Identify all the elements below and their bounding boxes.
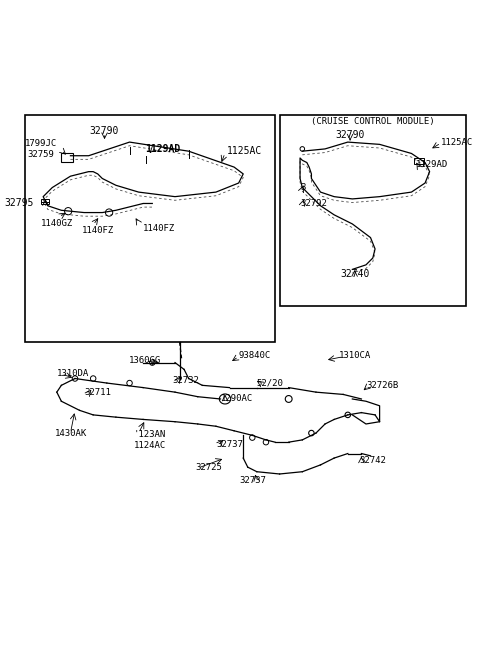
Circle shape bbox=[90, 376, 96, 381]
Text: 1140FZ: 1140FZ bbox=[143, 224, 175, 233]
Text: 1290AC: 1290AC bbox=[220, 394, 253, 403]
Bar bbox=[414, 158, 424, 164]
FancyBboxPatch shape bbox=[279, 115, 466, 306]
Circle shape bbox=[72, 376, 78, 381]
Text: 1129AD: 1129AD bbox=[416, 160, 448, 170]
Text: 1125AC: 1125AC bbox=[441, 137, 473, 147]
Circle shape bbox=[300, 147, 305, 151]
FancyBboxPatch shape bbox=[25, 115, 275, 342]
Text: 1129AD: 1129AD bbox=[145, 144, 180, 154]
Circle shape bbox=[150, 360, 155, 365]
Bar bbox=[41, 199, 49, 204]
Text: 3: 3 bbox=[300, 183, 305, 192]
Circle shape bbox=[64, 208, 72, 215]
Text: 1360GG: 1360GG bbox=[129, 356, 162, 365]
Text: 1799JC
32759: 1799JC 32759 bbox=[25, 139, 57, 158]
Text: 32737: 32737 bbox=[239, 476, 266, 486]
Circle shape bbox=[106, 209, 113, 216]
Text: 1310DA: 1310DA bbox=[57, 369, 89, 378]
Text: 32740: 32740 bbox=[340, 269, 369, 279]
Text: 32732: 32732 bbox=[173, 376, 200, 385]
Circle shape bbox=[250, 435, 255, 440]
Text: 32737: 32737 bbox=[216, 440, 243, 449]
Text: 32790: 32790 bbox=[90, 125, 119, 136]
Text: 52/20: 52/20 bbox=[257, 378, 284, 388]
Text: '123AN
1124AC: '123AN 1124AC bbox=[134, 430, 167, 449]
Text: 1140GZ: 1140GZ bbox=[41, 219, 73, 229]
Text: 1310CA: 1310CA bbox=[339, 351, 371, 360]
Text: 93840C: 93840C bbox=[239, 351, 271, 360]
Text: 32790: 32790 bbox=[336, 130, 365, 141]
Circle shape bbox=[263, 440, 269, 445]
Text: 32742: 32742 bbox=[359, 456, 386, 465]
Text: 32725: 32725 bbox=[195, 463, 222, 472]
Text: 32711: 32711 bbox=[84, 388, 111, 397]
Bar bbox=[61, 154, 72, 162]
Circle shape bbox=[127, 380, 132, 386]
Text: 32795: 32795 bbox=[5, 198, 34, 208]
Text: 32792: 32792 bbox=[300, 199, 327, 208]
Text: 1125AC: 1125AC bbox=[228, 147, 263, 156]
Text: 1430AK: 1430AK bbox=[55, 428, 87, 438]
Text: 1140FZ: 1140FZ bbox=[82, 226, 114, 235]
Text: 32726B: 32726B bbox=[366, 381, 398, 390]
Text: (CRUISE CONTROL MODULE): (CRUISE CONTROL MODULE) bbox=[311, 117, 434, 126]
